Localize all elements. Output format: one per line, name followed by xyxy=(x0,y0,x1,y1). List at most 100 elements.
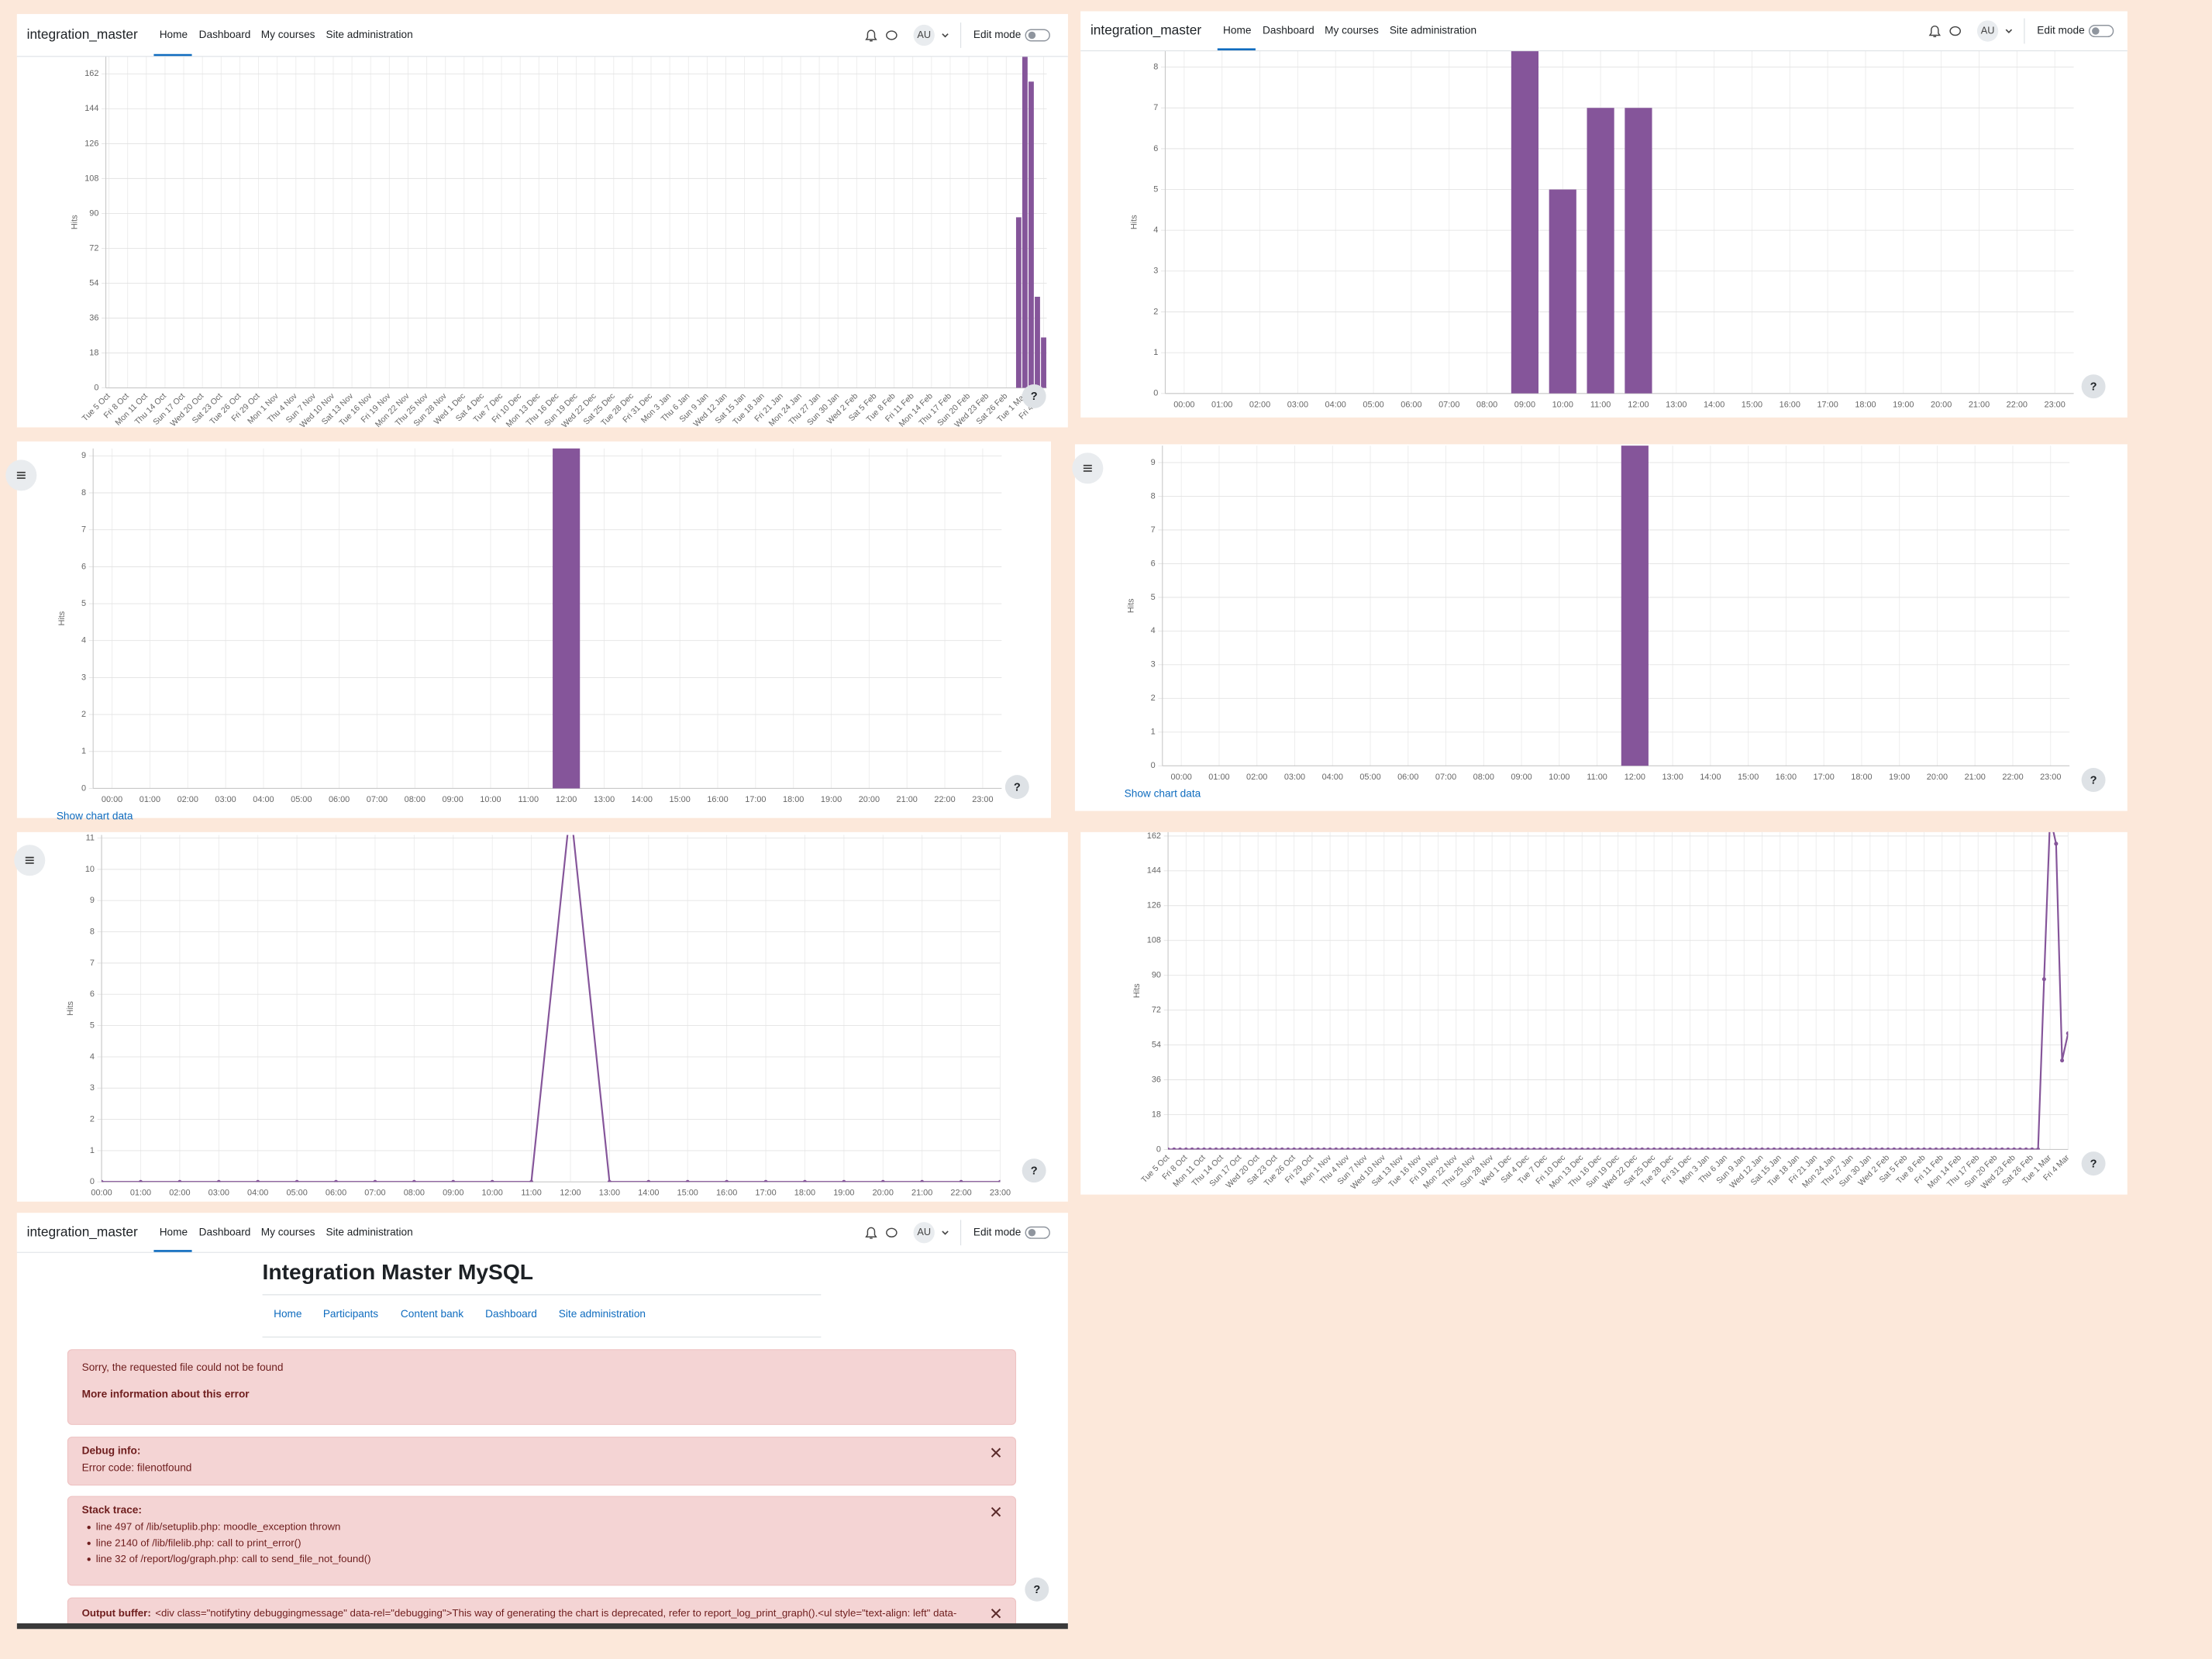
point xyxy=(2066,1031,2069,1036)
x-tick-label: 14:00 xyxy=(1704,400,1724,409)
point xyxy=(1940,1147,1945,1150)
help-button-label[interactable]: ? xyxy=(2090,380,2097,393)
stack-label: Stack trace: xyxy=(82,1504,142,1516)
course-tab[interactable]: Participants xyxy=(323,1308,378,1320)
point xyxy=(1759,1147,1765,1150)
avatar[interactable] xyxy=(913,1222,935,1244)
help-button[interactable] xyxy=(2081,1151,2106,1176)
avatar[interactable] xyxy=(1976,20,1999,42)
x-tick-label: 22:00 xyxy=(2007,400,2028,409)
nav-link[interactable]: Site administration xyxy=(326,1226,412,1237)
show-chart-data-link[interactable]: Show chart data xyxy=(57,810,133,821)
x-tick-label: 13:00 xyxy=(1666,400,1687,409)
x-tick-label: 11:00 xyxy=(521,1189,541,1198)
close-button[interactable] xyxy=(991,1506,1001,1517)
nav-link[interactable]: Home xyxy=(1223,25,1251,36)
x-tick-label: 16:00 xyxy=(1780,400,1800,409)
close-button[interactable] xyxy=(991,1609,1001,1619)
point xyxy=(2024,1147,2028,1150)
help-button-label[interactable]: ? xyxy=(1031,391,1038,403)
nav-link[interactable]: Home xyxy=(160,1226,188,1237)
avatar-initials[interactable]: AU xyxy=(917,1226,931,1237)
help-button-label[interactable]: ? xyxy=(1014,781,1021,793)
point xyxy=(1748,1147,1752,1150)
help-button[interactable] xyxy=(1004,775,1029,800)
nav-link[interactable]: Dashboard xyxy=(1263,25,1314,36)
point xyxy=(1682,1147,1687,1150)
message-icon[interactable] xyxy=(886,30,898,40)
show-chart-data-link[interactable]: Show chart data xyxy=(1125,787,1201,799)
help-button-label[interactable]: ? xyxy=(2090,774,2097,786)
help-button[interactable] xyxy=(1022,1158,1046,1183)
avatar-initials[interactable]: AU xyxy=(1981,24,1995,36)
y-tick-label: 7 xyxy=(81,525,86,535)
point xyxy=(1958,1147,1962,1150)
help-button[interactable] xyxy=(2081,768,2106,792)
bell-icon[interactable] xyxy=(865,29,877,42)
debug-text: Error code: filenotfound xyxy=(82,1461,192,1473)
avatar-initials[interactable]: AU xyxy=(917,29,931,40)
x-tick-label: 21:00 xyxy=(897,795,918,804)
x-tick-label: 18:00 xyxy=(783,795,804,804)
y-tick-label: 0 xyxy=(94,383,98,392)
nav-link[interactable]: Site administration xyxy=(326,29,412,40)
point xyxy=(1370,1147,1374,1150)
x-tick-label: 06:00 xyxy=(329,795,350,804)
point xyxy=(2041,977,2046,982)
point xyxy=(1496,1147,1501,1150)
x-tick-label: 19:00 xyxy=(833,1189,854,1198)
point xyxy=(1610,1147,1614,1150)
nav-link[interactable]: Home xyxy=(160,29,188,40)
brand[interactable]: integration_master xyxy=(1090,22,1201,38)
x-tick-label: 04:00 xyxy=(253,795,274,804)
brand[interactable]: integration_master xyxy=(27,26,138,42)
avatar[interactable] xyxy=(913,24,935,46)
point xyxy=(1292,1147,1297,1150)
more-info[interactable]: More information about this error xyxy=(82,1389,250,1400)
y-tick-label: 0 xyxy=(1151,761,1156,770)
x-tick-label: 12:00 xyxy=(1625,773,1645,782)
help-button[interactable] xyxy=(1025,1577,1049,1602)
close-button[interactable] xyxy=(991,1447,1001,1458)
message-icon[interactable] xyxy=(1949,26,1961,36)
course-tab[interactable]: Dashboard xyxy=(485,1308,537,1320)
y-tick-label: 3 xyxy=(1153,267,1158,276)
nav-link[interactable]: Site administration xyxy=(1390,25,1476,36)
y-tick-label: 8 xyxy=(1151,491,1156,501)
drawer-icon xyxy=(16,471,26,479)
help-button-label[interactable]: ? xyxy=(1033,1584,1040,1596)
nav-link[interactable]: Dashboard xyxy=(199,1226,251,1237)
x-tick-label: 23:00 xyxy=(2045,400,2066,409)
point xyxy=(1238,1147,1242,1150)
bar xyxy=(553,448,581,789)
help-button[interactable] xyxy=(2081,374,2106,399)
x-tick-label: 01:00 xyxy=(1211,400,1232,409)
course-tab[interactable]: Home xyxy=(274,1308,301,1320)
y-tick-label: 8 xyxy=(81,488,86,497)
course-tab[interactable]: Content bank xyxy=(401,1308,463,1320)
help-button-label[interactable]: ? xyxy=(1031,1165,1038,1177)
nav-link[interactable]: My courses xyxy=(261,29,315,40)
point xyxy=(2054,842,2059,846)
y-tick-label: 4 xyxy=(1153,225,1158,235)
point xyxy=(1448,1147,1452,1150)
help-button-label[interactable]: ? xyxy=(2090,1158,2097,1170)
course-tab[interactable]: Site administration xyxy=(559,1308,646,1320)
chart-panel xyxy=(16,441,1052,818)
nav-link[interactable]: My courses xyxy=(1325,25,1379,36)
stack-item: line 2140 of /lib/filelib.php: call to p… xyxy=(96,1537,301,1548)
x-tick-label: 06:00 xyxy=(1397,773,1418,782)
alert-box xyxy=(67,1597,1017,1623)
bell-icon[interactable] xyxy=(1928,26,1942,38)
y-tick-label: 7 xyxy=(1151,525,1156,535)
point xyxy=(1712,1147,1717,1150)
nav-link[interactable]: My courses xyxy=(261,1226,315,1237)
point xyxy=(1844,1147,1849,1150)
help-button[interactable] xyxy=(1022,384,1046,408)
brand[interactable]: integration_master xyxy=(27,1224,138,1239)
message-icon[interactable] xyxy=(886,1227,898,1237)
nav-link[interactable]: Dashboard xyxy=(199,29,251,40)
point xyxy=(1430,1147,1435,1150)
x-tick-label: 01:00 xyxy=(1208,773,1229,782)
bell-icon[interactable] xyxy=(865,1227,877,1239)
